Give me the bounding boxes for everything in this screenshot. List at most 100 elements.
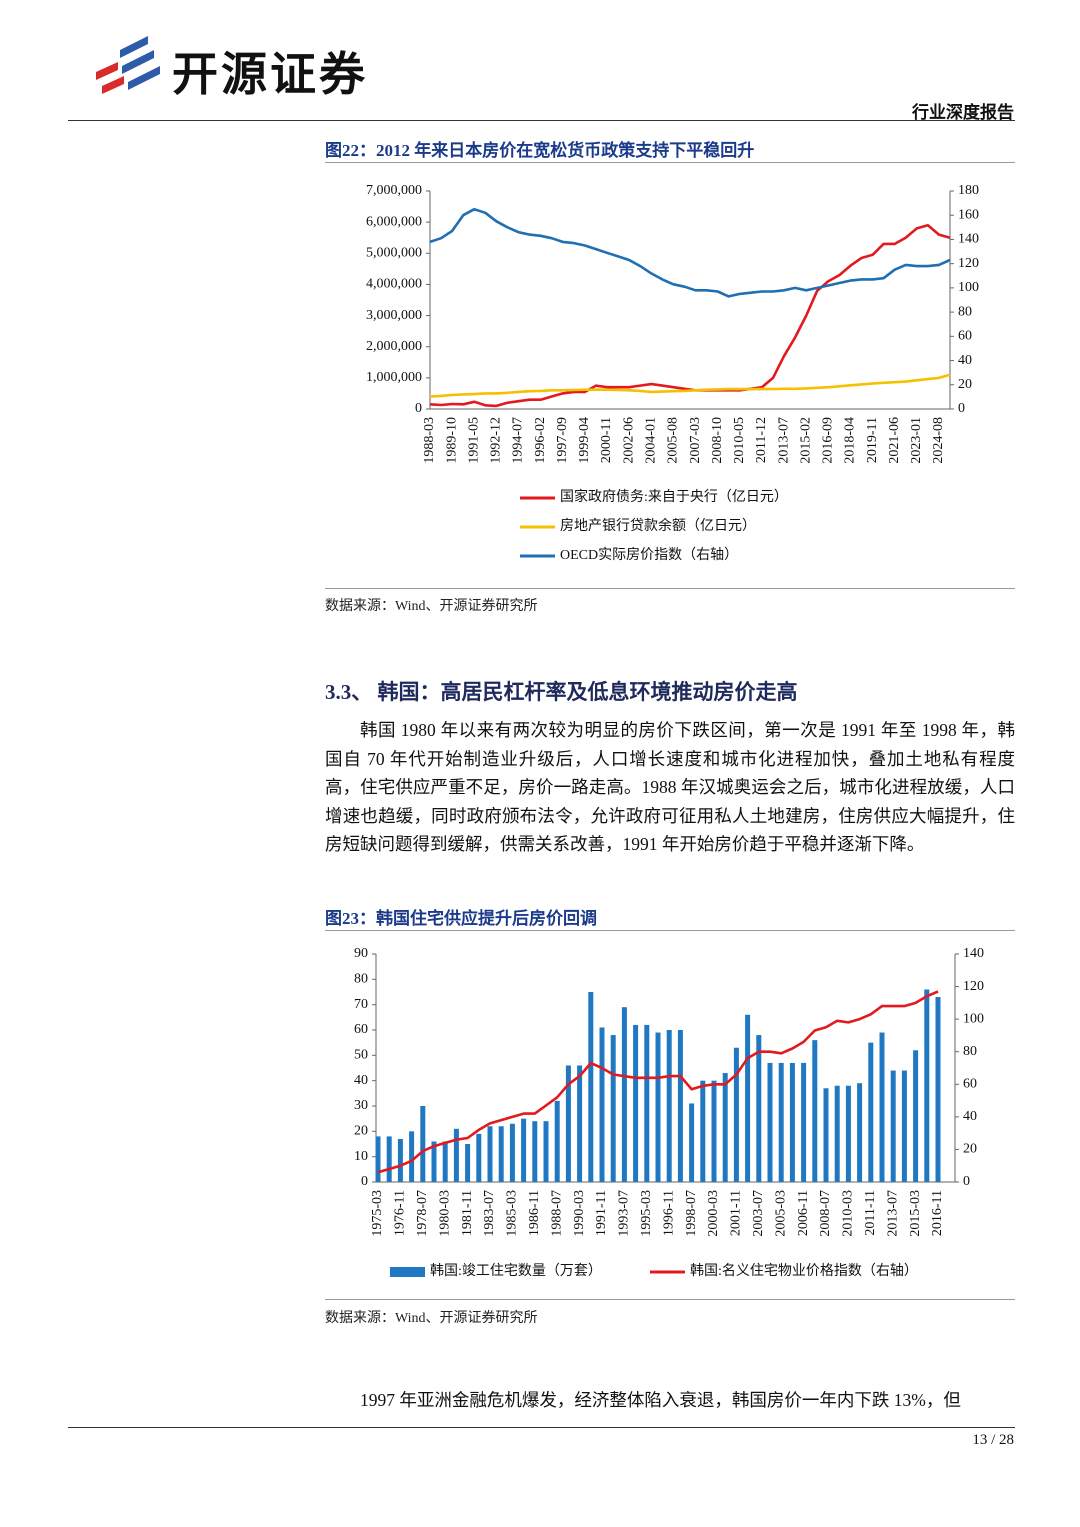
- bar: [722, 1073, 728, 1182]
- x-tick-label: 2003-07: [751, 1190, 766, 1237]
- line: [429, 207, 951, 298]
- x-tick-label: 2008-10: [710, 417, 725, 464]
- x-tick-label: 2016-09: [821, 417, 836, 464]
- x-tick-label: 2000-11: [599, 417, 614, 463]
- line: [429, 373, 951, 398]
- y-tick-label: 3,000,000: [366, 308, 422, 323]
- footer-rule: [68, 1427, 1015, 1428]
- y2-tick-label: 20: [963, 1142, 977, 1157]
- x-tick-label: 2018-04: [843, 417, 858, 464]
- y2-tick-label: 0: [963, 1174, 970, 1189]
- y2-tick-label: 0: [958, 401, 965, 416]
- source-rule: [325, 588, 1015, 589]
- chart: 0 10 20 30 40 50 60 70 80 90 0 20 40 60 80 100 120 140 197…: [354, 946, 984, 1279]
- x-tick-label: 2023-01: [909, 417, 924, 464]
- x-tick-label: 2005-08: [666, 417, 681, 464]
- bar: [554, 1100, 560, 1182]
- x-tick-label: 1998-07: [684, 1190, 699, 1237]
- brand: 开源证券: [172, 47, 368, 101]
- x-tick-label: 2015-03: [908, 1190, 923, 1237]
- y2-tick-label: 20: [958, 377, 972, 392]
- bar: [834, 1085, 840, 1182]
- bar: [655, 1032, 661, 1182]
- x-tick-label: 1985-03: [505, 1190, 520, 1237]
- y2-tick-label: 40: [963, 1109, 977, 1124]
- x-tick-label: 2007-03: [688, 417, 703, 464]
- x-tick-label: 1981-11: [460, 1190, 475, 1236]
- x-tick-label: 1997-09: [555, 417, 570, 464]
- caption-rule: [325, 930, 1015, 931]
- y2-tick-label: 40: [958, 353, 972, 368]
- x-tick-label: 2000-03: [706, 1190, 721, 1237]
- source-rule: [325, 1299, 1015, 1300]
- x-tick-label: 1975-03: [370, 1190, 385, 1237]
- bar: [509, 1123, 515, 1182]
- x-tick-label: 1989-10: [444, 417, 459, 464]
- header-rule: [68, 120, 1015, 121]
- bar: [868, 1042, 874, 1182]
- bar: [375, 1136, 381, 1182]
- x-tick-label: 2013-07: [776, 417, 791, 464]
- bar: [789, 1062, 795, 1182]
- y-tick-label: 7,000,000: [366, 183, 422, 198]
- x-tick-label: 2021-06: [887, 417, 902, 464]
- x-tick-label: 2011-11: [863, 1190, 878, 1236]
- bar: [409, 1131, 415, 1182]
- bar: [845, 1085, 851, 1182]
- x-tick-label: 1996-11: [661, 1190, 676, 1236]
- y2-tick-label: 80: [963, 1044, 977, 1059]
- x-tick-label: 1990-03: [572, 1190, 587, 1237]
- bar: [913, 1050, 919, 1182]
- x-tick-label: 2002-06: [621, 417, 636, 464]
- section-title: 韩国：高居民杠杆率及低息环境推动房价走高: [377, 680, 798, 704]
- legend-label: OECD实际房价指数（右轴）: [560, 547, 738, 563]
- x-tick-label: 2024-08: [931, 417, 946, 464]
- bar: [599, 1027, 605, 1182]
- y-tick-label: 80: [354, 972, 368, 987]
- bar: [442, 1141, 448, 1182]
- x-tick-label: 1993-07: [617, 1190, 632, 1237]
- bar: [700, 1080, 706, 1182]
- bar: [588, 992, 594, 1182]
- source: 数据来源：Wind、开源证券研究所: [325, 599, 538, 614]
- x-tick-label: 1991-05: [466, 417, 481, 464]
- page-number: 13 / 28: [972, 1432, 1014, 1448]
- bar: [935, 997, 941, 1182]
- bar: [532, 1121, 538, 1182]
- bar: [677, 1030, 683, 1182]
- y-tick-label: 90: [354, 946, 368, 961]
- bar: [890, 1070, 896, 1182]
- y-tick-label: 40: [354, 1073, 368, 1088]
- x-tick-label: 2010-05: [732, 417, 747, 464]
- y2-tick-label: 80: [958, 304, 972, 319]
- bar: [420, 1106, 426, 1182]
- bar: [644, 1024, 650, 1182]
- bar: [689, 1103, 695, 1182]
- legend-label: 房地产银行贷款余额（亿日元）: [560, 517, 756, 534]
- y2-tick-label: 60: [958, 329, 972, 344]
- bar: [812, 1040, 818, 1182]
- y-tick-label: 60: [354, 1022, 368, 1037]
- legend-swatch: [390, 1267, 425, 1277]
- y-tick-label: 2,000,000: [366, 339, 422, 354]
- bar: [521, 1118, 527, 1182]
- section-number: 3.3、: [325, 680, 373, 704]
- y2-tick-label: 160: [958, 207, 979, 222]
- x-tick-label: 2013-07: [885, 1190, 900, 1237]
- y-tick-label: 4,000,000: [366, 277, 422, 292]
- x-tick-label: 2011-12: [754, 417, 769, 463]
- bar: [621, 1007, 627, 1182]
- y2-tick-label: 120: [958, 256, 979, 271]
- y-tick-label: 30: [354, 1098, 368, 1113]
- y2-tick-label: 100: [958, 280, 979, 295]
- caption-rule: [325, 162, 1015, 163]
- bar: [733, 1047, 739, 1182]
- x-tick-label: 2008-07: [818, 1190, 833, 1237]
- x-tick-label: 2004-01: [643, 417, 658, 464]
- bar: [453, 1128, 459, 1182]
- bar: [823, 1088, 829, 1182]
- x-tick-label: 1992-12: [489, 417, 504, 464]
- y-tick-label: 70: [354, 997, 368, 1012]
- bar: [767, 1062, 773, 1182]
